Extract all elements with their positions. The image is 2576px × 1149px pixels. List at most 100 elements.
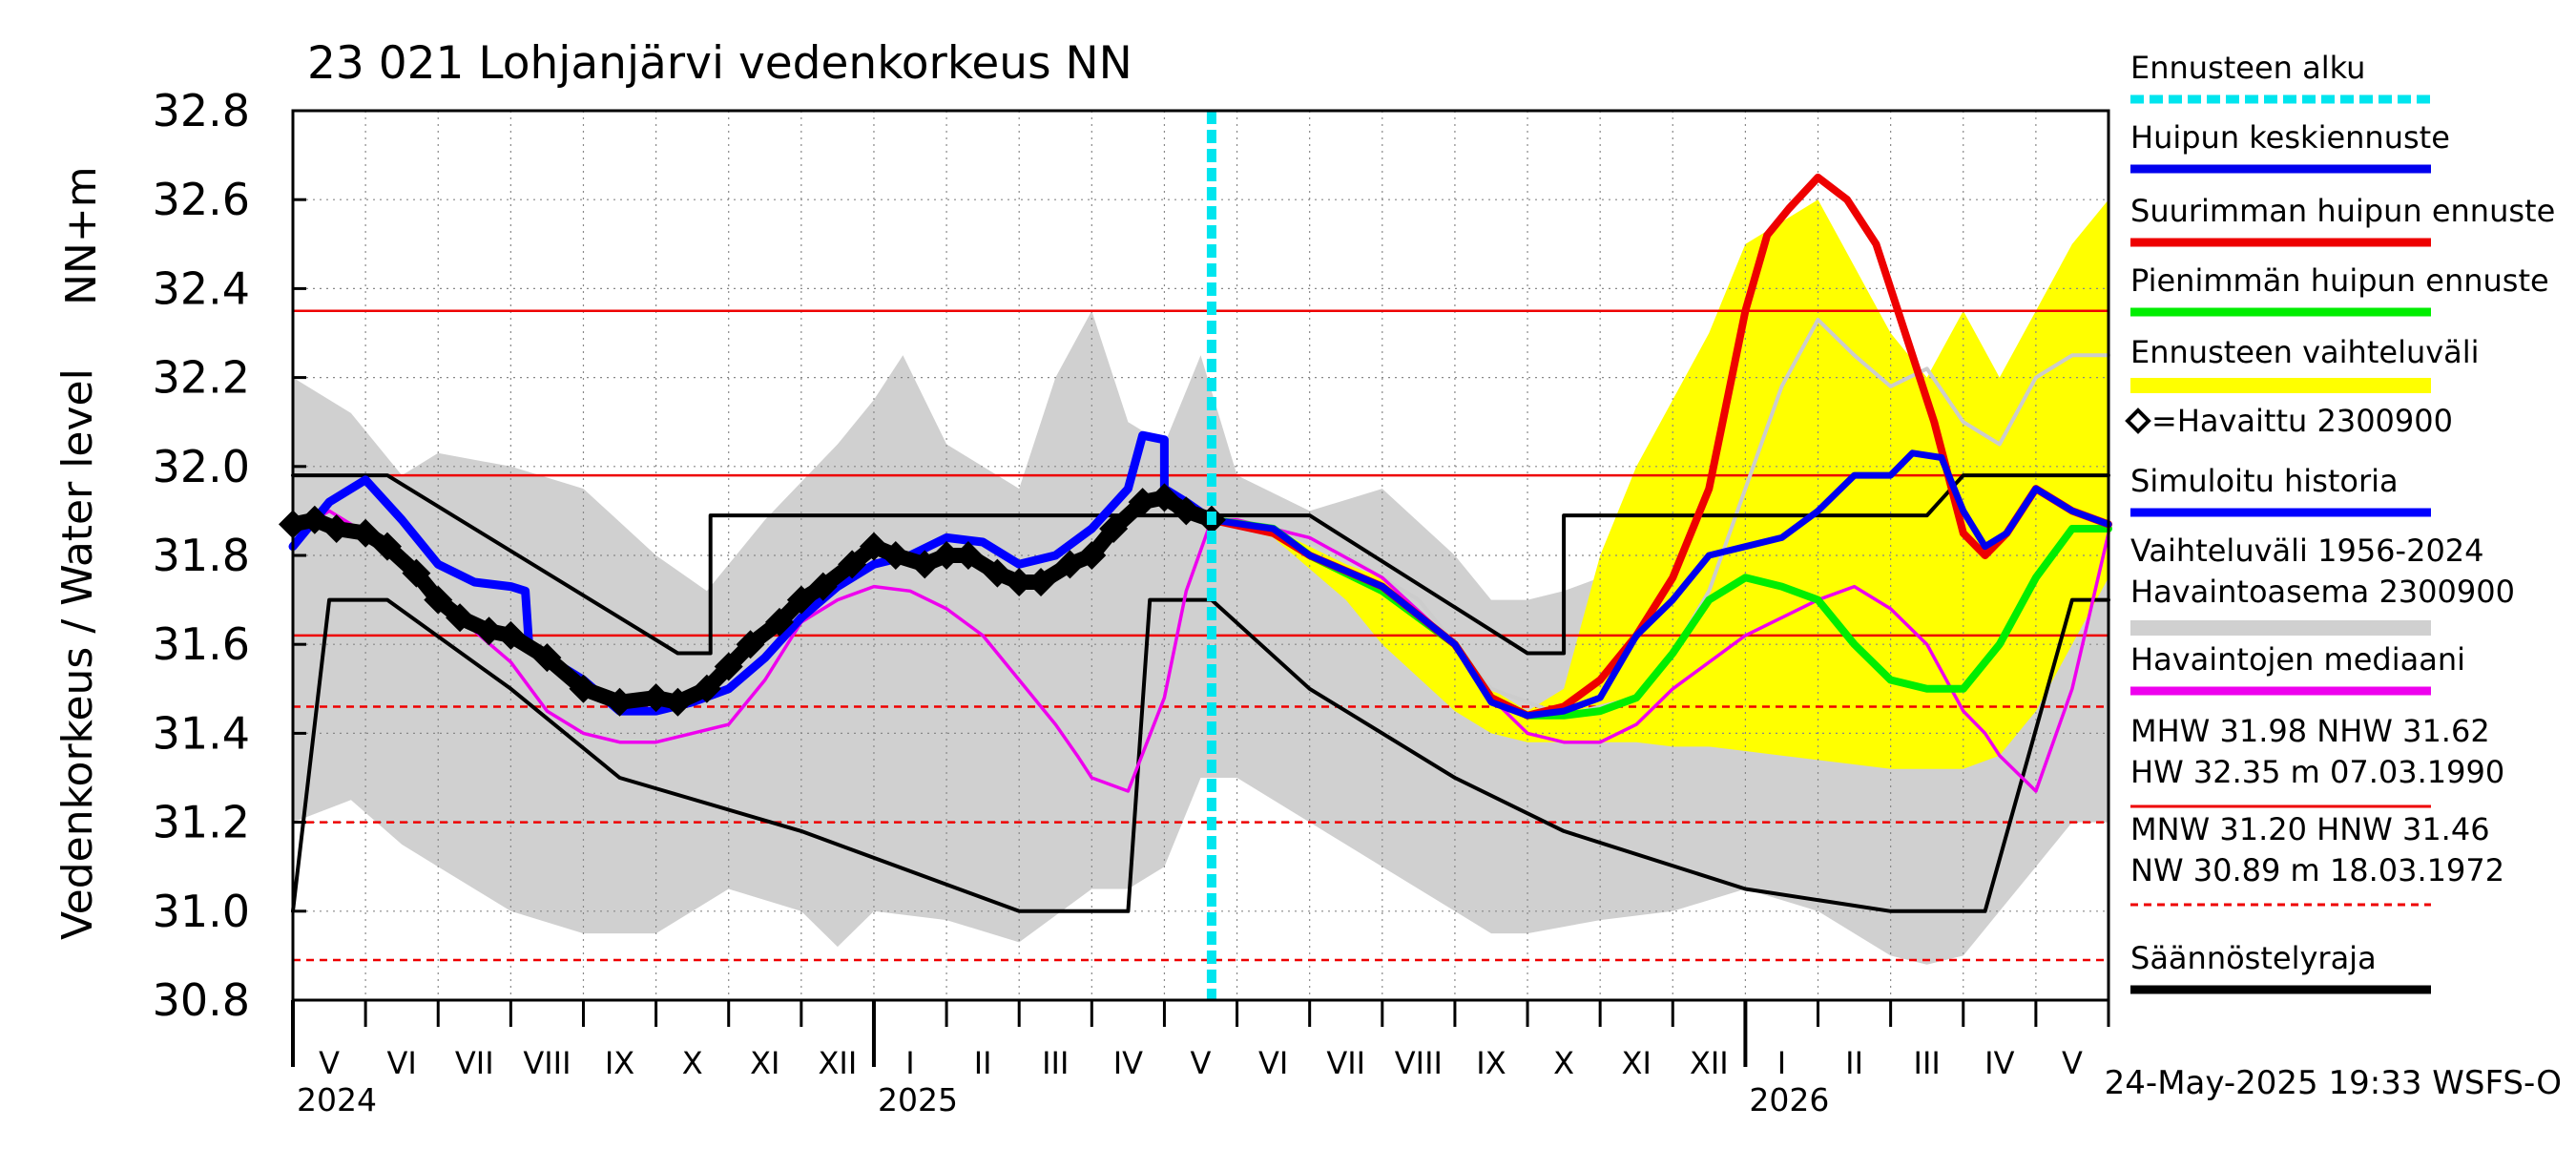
legend-1-label: Huipun keskiennuste [2130,119,2450,156]
observed-point [859,532,888,561]
observed-point [569,674,598,703]
x-month-label: V [1191,1045,1212,1081]
bands-layer [293,199,2109,965]
x-year-label: 2025 [878,1081,958,1118]
legend-4-swatch [2130,378,2431,393]
reference-lines-layer [293,309,2109,962]
x-year-label: 2024 [297,1081,377,1118]
x-month-label: IV [1113,1045,1143,1081]
timestamp: 24-May-2025 19:33 WSFS-O [2105,1064,2562,1102]
x-month-label: XI [750,1045,779,1081]
x-month-label: I [905,1045,914,1081]
observed-point [372,532,402,561]
observed-point [808,572,838,601]
x-month-label: VIII [1395,1045,1443,1081]
observed-point [605,687,634,717]
y-tick-label: 31.4 [153,707,250,759]
x-month-label: XI [1622,1045,1652,1081]
legend-7-label: Vaihteluväli 1956-2024 [2130,533,2484,569]
observed-point [1128,488,1157,517]
legend-8-label: Havaintojen mediaani [2130,641,2465,678]
x-month-label: VIII [523,1045,571,1081]
y-tick-label: 31.2 [153,797,250,848]
y-tick-label: 31.8 [153,530,250,581]
observed-point [714,652,743,681]
series-säännöstelyraja-upper- [291,473,2110,656]
legend-11-label: Säännöstelyraja [2130,940,2377,976]
axes-layer: 32.8 32.6 32.4 32.2 32.0 31.8 31.6 31.4 31.2 31.0… [153,85,2110,1118]
x-month-label: II [974,1045,992,1081]
observed-point [351,518,381,548]
x-month-label: VI [387,1045,417,1081]
x-month-label: X [682,1045,703,1081]
legend-5-label: =Havaittu 2300900 [2151,403,2453,439]
x-month-label: V [319,1045,340,1081]
y-axis-unit-label: NN+m [57,166,106,305]
observed-point [910,550,940,579]
x-month-label: IV [1984,1045,2014,1081]
observed-point [663,687,693,717]
x-month-label: XII [1690,1045,1729,1081]
legend-7-swatch [2130,620,2431,636]
y-tick-label: 31.0 [153,886,250,937]
observed-point [496,620,526,650]
y-tick-label: 32.4 [153,262,250,314]
x-month-label: VII [1326,1045,1365,1081]
x-month-label: I [1777,1045,1786,1081]
observed-point [446,603,475,633]
observed-point [1077,541,1107,570]
observed-point [765,607,795,637]
series-huipun-keskiennuste [1208,449,2112,720]
x-month-label: II [1845,1045,1863,1081]
observed-point [932,541,962,570]
y-tick-label: 30.8 [153,974,250,1026]
legend-9-label2: HW 32.35 m 07.03.1990 [2130,754,2504,790]
legend-3-label: Pienimmän huipun ennuste [2130,262,2549,299]
x-month-label: III [1914,1045,1941,1081]
observed-point [736,630,765,659]
series-simuloitu-historia [288,430,1216,716]
series-layer [279,111,2112,1000]
x-month-label: IX [605,1045,634,1081]
observed-point [1172,496,1201,526]
x-month-label: III [1042,1045,1069,1081]
legend-6-label: Simuloitu historia [2130,463,2399,499]
x-month-label: V [2062,1045,2083,1081]
observed-point [881,541,910,570]
x-month-label: X [1553,1045,1574,1081]
observed-point [641,683,671,713]
legend-5-swatch [2125,407,2151,434]
chart-title: 23 021 Lohjanjärvi vedenkorkeus NN [307,37,1132,90]
legend-9-label: MHW 31.98 NHW 31.62 [2130,713,2490,749]
y-tick-label: 32.2 [153,352,250,404]
observed-point [692,674,721,703]
observed-point [1027,567,1056,596]
observed-point [953,541,983,570]
historical-range-band [293,310,2109,965]
observed-point [838,550,867,579]
legend-10-label2: NW 30.89 m 18.03.1972 [2130,852,2504,888]
legend-10-label: MNW 31.20 HNW 31.46 [2130,811,2490,847]
observed-point [1150,483,1179,512]
x-month-label: VI [1258,1045,1288,1081]
observed-point [474,616,504,646]
y-tick-label: 32.6 [153,174,250,225]
y-axis-label: Vedenkorkeus / Water level [53,368,102,940]
x-month-label: XII [819,1045,858,1081]
observed-point [1055,550,1085,579]
x-month-label: IX [1476,1045,1506,1081]
observed-point [983,558,1012,588]
legend: Ennusteen alku Huipun keskiennuste Suurimm… [2125,50,2555,994]
forecast-range-band [1211,199,2109,769]
x-month-label: VII [455,1045,494,1081]
observed-point [402,558,431,588]
legend-0-label: Ennusteen alku [2130,50,2365,86]
series-säännöstelyraja-lower- [291,597,2110,913]
observed-point [322,514,351,544]
y-tick-label: 31.6 [153,618,250,670]
legend-4-label: Ennusteen vaihteluväli [2130,334,2480,370]
x-year-label: 2026 [1749,1081,1829,1118]
legend-2-label: Suurimman huipun ennuste [2130,193,2555,229]
